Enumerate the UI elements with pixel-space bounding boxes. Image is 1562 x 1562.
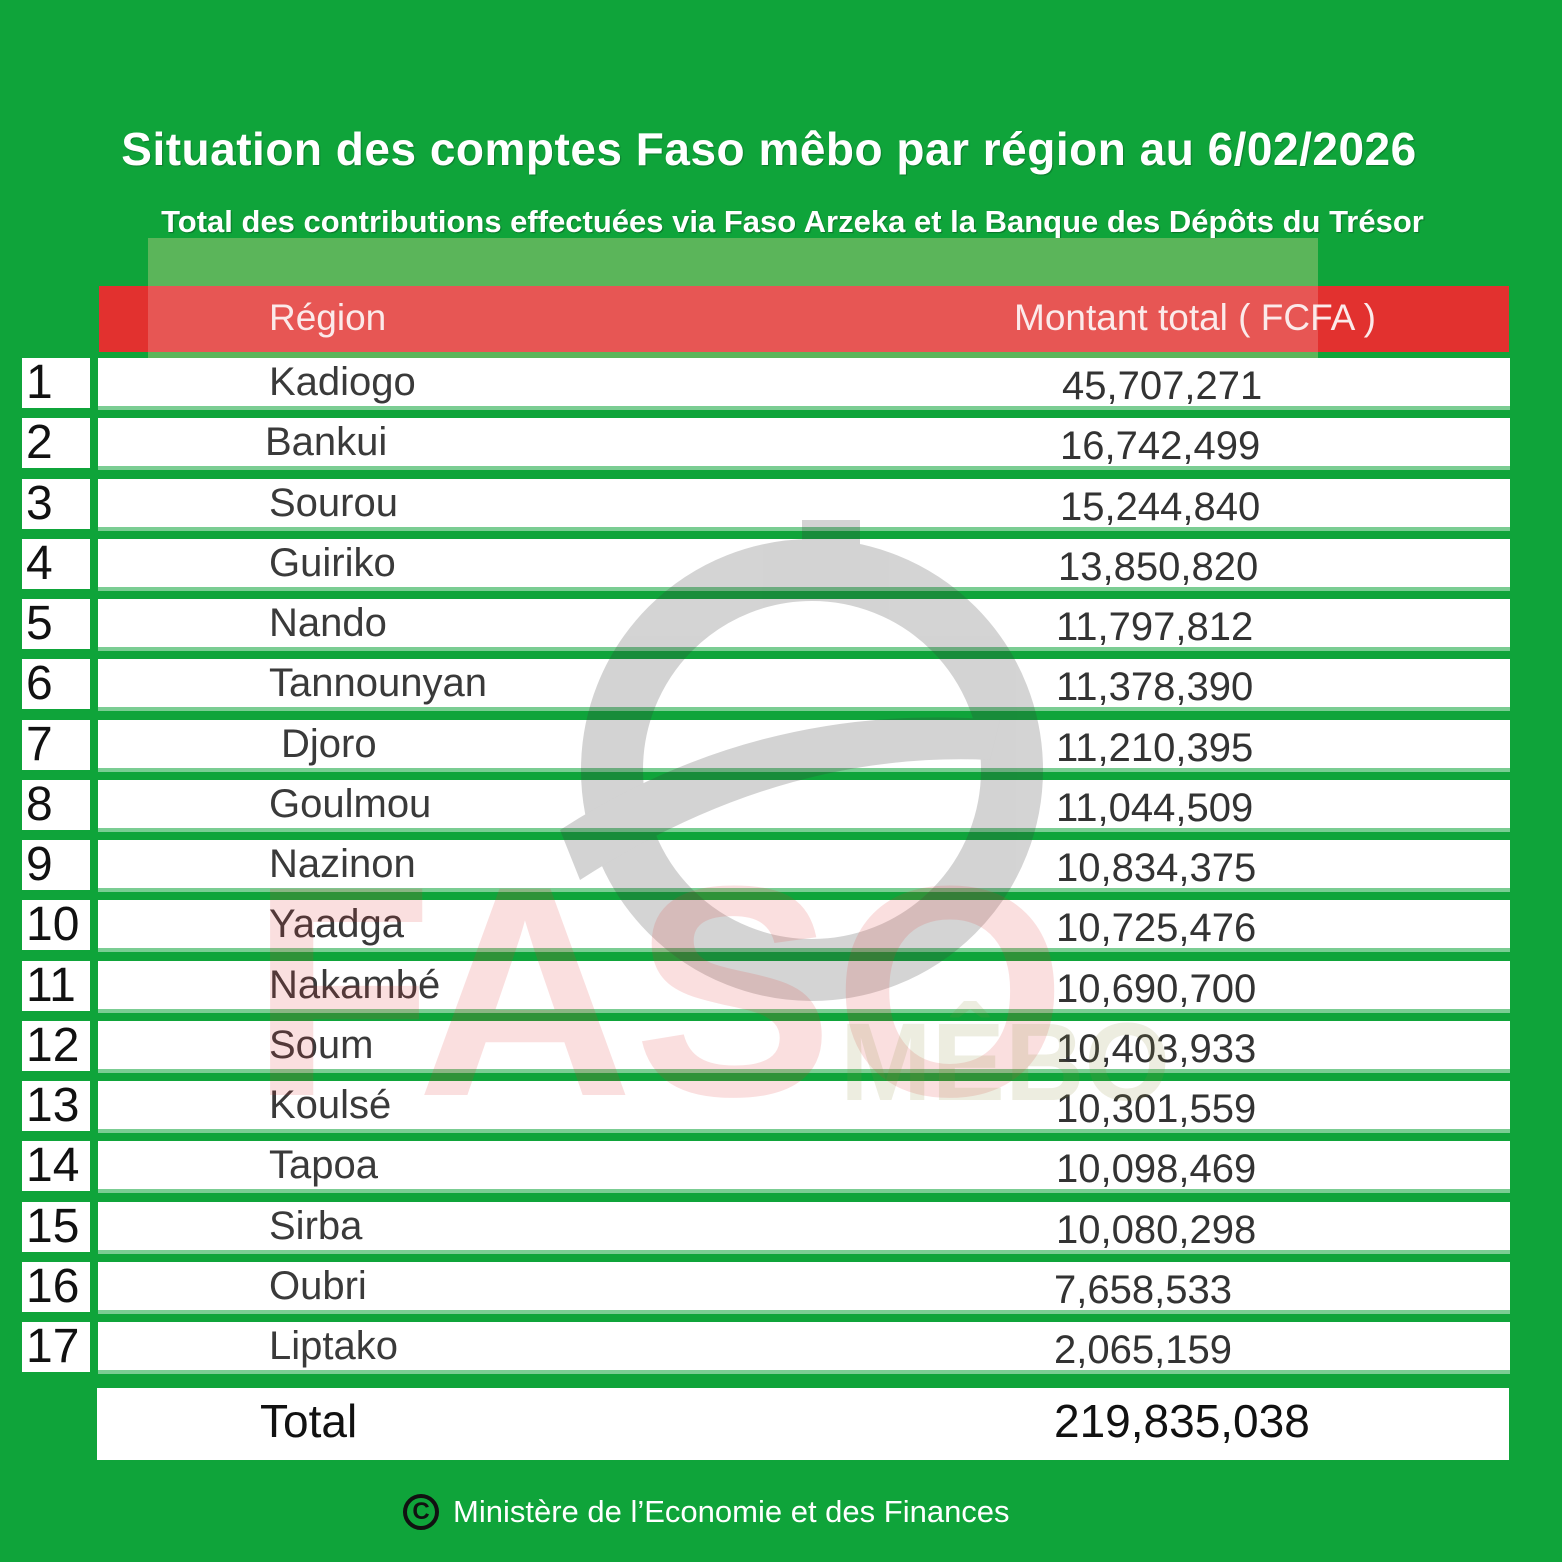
region-name: Goulmou <box>269 782 432 826</box>
rank-number: 2 <box>22 418 90 468</box>
table-row: Sourou 15,244,840 <box>98 479 1510 531</box>
region-name: Yaadga <box>269 902 404 946</box>
region-amount: 10,301,559 <box>1056 1087 1257 1131</box>
rank-number: 15 <box>22 1202 90 1252</box>
total-row <box>97 1388 1509 1460</box>
region-name: Liptako <box>269 1324 398 1368</box>
rank-number: 16 <box>22 1262 90 1312</box>
region-name: Kadiogo <box>269 360 416 404</box>
region-amount: 10,098,469 <box>1056 1147 1257 1191</box>
rank-number: 11 <box>22 961 90 1011</box>
rank-number: 7 <box>22 720 90 770</box>
rank-number: 5 <box>22 599 90 649</box>
table-row: Soum 10,403,933 <box>98 1021 1510 1073</box>
region-amount: 10,834,375 <box>1056 846 1257 890</box>
table-row: Djoro 11,210,395 <box>98 720 1510 772</box>
region-amount: 11,378,390 <box>1056 665 1254 709</box>
region-name: Djoro <box>281 722 377 766</box>
region-name: Bankui <box>265 420 388 464</box>
region-name: Nakambé <box>269 963 441 1007</box>
table-row: Koulsé 10,301,559 <box>98 1081 1510 1133</box>
region-name: Guiriko <box>269 541 396 585</box>
page-title: Situation des comptes Faso mêbo par régi… <box>121 123 1417 175</box>
total-value: 219,835,038 <box>1054 1395 1310 1447</box>
copyright-icon: C <box>403 1494 439 1530</box>
rank-number: 3 <box>22 479 90 529</box>
rank-number: 4 <box>22 539 90 589</box>
region-name: Tannounyan <box>269 661 487 705</box>
page-subtitle: Total des contributions effectuées via F… <box>161 204 1424 239</box>
rank-number: 8 <box>22 780 90 830</box>
region-amount: 11,210,395 <box>1056 726 1254 770</box>
region-amount: 45,707,271 <box>1062 364 1263 408</box>
region-amount: 10,725,476 <box>1056 906 1257 950</box>
region-amount: 7,658,533 <box>1054 1268 1232 1312</box>
region-amount: 15,244,840 <box>1060 485 1261 529</box>
region-name: Nando <box>269 601 387 645</box>
region-amount: 11,044,509 <box>1056 786 1254 830</box>
table-row: Bankui 16,742,499 <box>98 418 1510 470</box>
table-row: Sirba 10,080,298 <box>98 1202 1510 1254</box>
column-header-amount: Montant total ( FCFA ) <box>1014 297 1376 338</box>
footer-text: Ministère de l’Economie et des Finances <box>453 1494 1010 1529</box>
region-name: Koulsé <box>269 1083 392 1127</box>
table-row: Guiriko 13,850,820 <box>98 539 1510 591</box>
header-overlay <box>148 286 1318 352</box>
region-name: Sirba <box>269 1204 363 1248</box>
region-amount: 10,690,700 <box>1056 967 1257 1011</box>
footer: C Ministère de l’Economie et des Finance… <box>403 1494 1010 1530</box>
rank-number: 14 <box>22 1141 90 1191</box>
table-row: Kadiogo 45,707,271 <box>98 358 1510 410</box>
table-row: Liptako 2,065,159 <box>98 1322 1510 1374</box>
table-row: Tannounyan 11,378,390 <box>98 659 1510 711</box>
table-row: Yaadga 10,725,476 <box>98 900 1510 952</box>
rank-number: 10 <box>22 900 90 950</box>
region-amount: 10,080,298 <box>1056 1208 1257 1252</box>
rank-number: 1 <box>22 358 90 408</box>
region-name: Nazinon <box>269 842 416 886</box>
rank-number: 17 <box>22 1322 90 1372</box>
column-header-region: Région <box>269 297 387 338</box>
rank-number: 6 <box>22 659 90 709</box>
region-amount: 2,065,159 <box>1054 1328 1232 1372</box>
region-name: Sourou <box>269 481 398 525</box>
region-amount: 16,742,499 <box>1060 424 1261 468</box>
table-header <box>99 286 1509 352</box>
region-amount: 11,797,812 <box>1056 605 1254 649</box>
region-amount: 13,850,820 <box>1058 545 1259 589</box>
table-row: Oubri 7,658,533 <box>98 1262 1510 1314</box>
total-label: Total <box>260 1395 358 1447</box>
table-row: Nazinon 10,834,375 <box>98 840 1510 892</box>
table-row: Goulmou 11,044,509 <box>98 780 1510 832</box>
rank-number: 12 <box>22 1021 90 1071</box>
rank-number: 13 <box>22 1081 90 1131</box>
table-row: Nando 11,797,812 <box>98 599 1510 651</box>
region-name: Oubri <box>269 1264 367 1308</box>
region-amount: 10,403,933 <box>1056 1027 1257 1071</box>
table-row: Tapoa 10,098,469 <box>98 1141 1510 1193</box>
region-name: Soum <box>269 1023 374 1067</box>
rank-number: 9 <box>22 840 90 890</box>
table-row: Nakambé 10,690,700 <box>98 961 1510 1013</box>
region-name: Tapoa <box>269 1143 378 1187</box>
